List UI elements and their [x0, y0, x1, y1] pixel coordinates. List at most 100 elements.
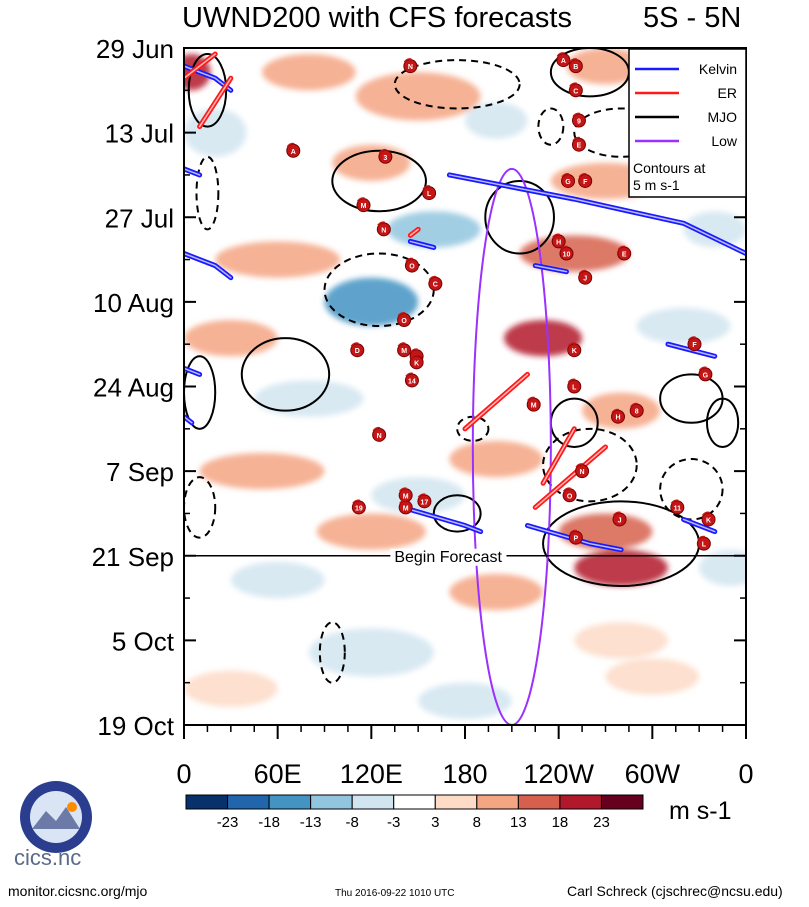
chart-title: UWND200 with CFS forecasts: [182, 2, 572, 34]
anomaly-patch: [519, 235, 629, 272]
er-contour-core: [184, 53, 216, 79]
cyclone-marker: L: [567, 378, 582, 394]
mjo-contour-negative: [195, 155, 220, 231]
mjo-contours: [184, 48, 740, 684]
cyclone-arm-icon: [559, 245, 568, 250]
cyclone-marker-label: K: [706, 517, 711, 524]
cyclone-marker: D: [350, 342, 365, 358]
colorbar-swatch: [310, 794, 353, 810]
forecast-label-bg: [390, 548, 507, 566]
cyclone-marker-label: K: [572, 348, 577, 355]
y-tick-label: 19 Oct: [97, 711, 174, 741]
cyclone-marker-label: 19: [355, 505, 363, 512]
kelvin-contour-core: [184, 168, 201, 176]
kelvin-contours: [184, 63, 746, 553]
cyclone-arm-icon: [350, 342, 359, 347]
anomaly-patch: [199, 452, 325, 490]
anomaly-patch: [215, 241, 341, 278]
cyclone-arm-icon: [701, 511, 710, 516]
cyclone-marker-label: 11: [674, 505, 682, 512]
cyclone-marker-label: O: [401, 318, 407, 325]
mjo-contour-negative: [537, 107, 565, 146]
cyclone-arm-icon: [527, 396, 535, 402]
y-tick-label: 24 Aug: [93, 373, 174, 403]
cyclone-marker: F: [687, 336, 702, 352]
colorbar-label: 8: [473, 814, 481, 831]
cyclone-marker-label: O: [409, 264, 415, 271]
cyclone-marker-label: E: [622, 252, 627, 259]
cicsnc-logo-icon: [20, 781, 92, 853]
y-tick-label: 21 Sep: [92, 542, 174, 572]
cyclone-marker: 10: [559, 245, 574, 261]
legend-note: 5 m s-1: [633, 177, 680, 193]
legend-label-kelvin: Kelvin: [699, 61, 737, 77]
y-tick-label: 13 Jul: [105, 119, 174, 149]
anomaly-patch: [574, 549, 668, 586]
x-tick-label: 120W: [523, 759, 594, 789]
cyclone-marker-label: N: [408, 64, 413, 71]
kelvin-contour-core: [526, 524, 622, 551]
cyclone-marker-label: M: [531, 403, 537, 410]
footer-timestamp: Thu 2016-09-22 1010 UTC: [335, 888, 455, 899]
cyclone-marker-label: L: [572, 385, 577, 392]
cyclone-marker-label: L: [427, 191, 432, 198]
anomaly-patch: [371, 477, 465, 514]
cyclone-marker: 14: [404, 372, 419, 388]
mjo-contour-negative: [184, 476, 217, 539]
colorbar-swatch: [434, 794, 478, 810]
cyclone-marker-label: H: [556, 239, 561, 246]
cyclone-marker-label: M: [361, 203, 367, 210]
anomaly-patch: [465, 102, 528, 139]
cyclone-arm-icon: [578, 173, 587, 178]
legend-label-low: Low: [711, 133, 738, 149]
colorbar-label: -18: [258, 814, 280, 831]
cyclone-arm-icon: [397, 342, 406, 347]
anomaly-patch: [355, 72, 481, 121]
cyclone-marker-label: A: [561, 58, 566, 65]
cyclone-marker: 3: [378, 148, 393, 164]
colorbar-label: 18: [552, 814, 569, 831]
cyclone-marker: 11: [670, 499, 685, 515]
cyclone-marker-label: J: [618, 517, 622, 524]
y-tick-label: 29 Jun: [96, 34, 174, 64]
x-axis: 0 60E 120E 180 120W 60W 0: [176, 725, 754, 789]
cyclone-marker-label: K: [414, 360, 419, 367]
cyclone-arm-icon: [352, 499, 361, 504]
cyclone-marker-label: A: [291, 149, 296, 156]
cyclone-marker: L: [696, 535, 711, 551]
cyclone-arm-icon: [630, 402, 638, 408]
cyclone-arm-icon: [356, 197, 365, 202]
anomaly-patch: [449, 440, 544, 478]
cyclone-marker-label: C: [573, 88, 578, 95]
cyclone-arm-icon: [575, 463, 584, 468]
mjo-contour-negative: [393, 59, 521, 110]
cyclone-arm-icon: [286, 142, 295, 148]
colorbar-swatch: [517, 794, 561, 810]
cyclone-arm-icon: [372, 426, 381, 432]
anomaly-patch: [699, 549, 746, 586]
cyclone-arm-icon: [422, 185, 431, 190]
x-tick-label: 60E: [254, 759, 302, 789]
anomaly-patch: [605, 658, 700, 695]
y-tick-label: 5 Oct: [112, 626, 175, 656]
cyclone-arm-icon: [405, 372, 414, 377]
cyclone-marker: 19: [351, 499, 366, 515]
cyclone-marker-label: P: [574, 536, 579, 543]
cyclone-marker: N: [372, 426, 387, 442]
cyclone-marker: C: [428, 275, 443, 291]
cyclone-marker: F: [578, 173, 593, 188]
cyclone-arm-icon: [611, 408, 620, 414]
cyclone-marker: N: [376, 221, 391, 237]
cyclone-marker-label: 9: [577, 119, 581, 126]
cyclone-marker: J: [612, 511, 627, 527]
cyclone-marker: L: [422, 185, 437, 201]
anomaly-patch: [184, 108, 247, 157]
anomaly-patch: [254, 380, 364, 417]
anomaly-patch: [386, 211, 481, 248]
colorbar-label: 13: [510, 814, 527, 831]
er-contour-core: [464, 373, 529, 430]
cyclone-arm-icon: [552, 233, 560, 238]
cyclone-marker: G: [561, 173, 576, 188]
cyclone-marker-label: 3: [383, 155, 387, 162]
footer-url[interactable]: monitor.cicsnc.org/mjo: [8, 883, 148, 899]
